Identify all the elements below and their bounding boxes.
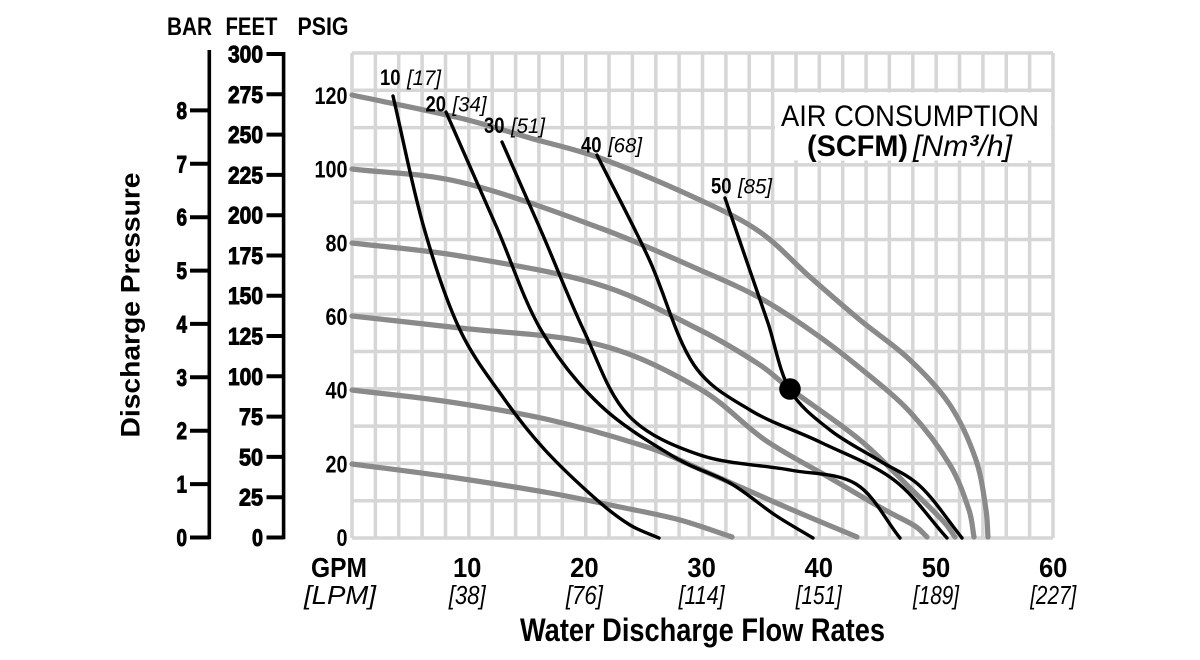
- svg-text:300: 300: [228, 42, 263, 69]
- svg-text:[189]: [189]: [912, 580, 959, 610]
- svg-text:[151]: [151]: [795, 580, 842, 610]
- svg-text:[Nm³/h]: [Nm³/h]: [912, 130, 1013, 163]
- svg-text:(SCFM): (SCFM): [807, 130, 908, 163]
- svg-text:GPM: GPM: [311, 552, 367, 583]
- svg-text:100: 100: [315, 157, 348, 184]
- svg-text:[85]: [85]: [737, 176, 773, 199]
- svg-text:[38]: [38]: [448, 580, 487, 610]
- svg-text:100: 100: [228, 364, 263, 391]
- svg-text:40: 40: [805, 552, 834, 583]
- svg-text:6: 6: [177, 205, 188, 232]
- svg-text:[68]: [68]: [607, 135, 643, 158]
- svg-text:150: 150: [228, 283, 263, 310]
- svg-text:[114]: [114]: [678, 580, 725, 610]
- svg-text:20: 20: [426, 92, 447, 117]
- svg-text:30: 30: [687, 552, 716, 583]
- svg-text:40: 40: [581, 133, 602, 158]
- svg-text:FEET: FEET: [226, 13, 278, 41]
- svg-text:30: 30: [484, 113, 505, 138]
- svg-text:10: 10: [453, 552, 482, 583]
- svg-text:75: 75: [239, 404, 263, 431]
- svg-text:20: 20: [326, 451, 348, 478]
- svg-text:8: 8: [177, 98, 188, 125]
- svg-text:275: 275: [228, 82, 263, 109]
- svg-text:50: 50: [922, 552, 951, 583]
- svg-text:25: 25: [239, 485, 263, 512]
- svg-text:[76]: [76]: [565, 580, 604, 610]
- svg-text:PSIG: PSIG: [298, 13, 349, 41]
- svg-text:[51]: [51]: [510, 115, 546, 138]
- svg-text:AIR CONSUMPTION: AIR CONSUMPTION: [781, 100, 1039, 133]
- svg-text:[17]: [17]: [406, 67, 442, 90]
- svg-text:BAR: BAR: [167, 13, 212, 41]
- svg-text:60: 60: [1039, 552, 1068, 583]
- svg-text:120: 120: [315, 83, 348, 110]
- svg-text:225: 225: [228, 162, 263, 189]
- svg-text:Discharge Pressure: Discharge Pressure: [116, 173, 146, 438]
- svg-text:10: 10: [380, 65, 401, 90]
- svg-text:20: 20: [570, 552, 599, 583]
- svg-text:250: 250: [228, 122, 263, 149]
- svg-text:0: 0: [177, 525, 188, 552]
- svg-text:2: 2: [177, 418, 188, 445]
- svg-text:50: 50: [711, 174, 732, 199]
- svg-text:0: 0: [337, 525, 348, 552]
- svg-text:175: 175: [228, 243, 263, 270]
- svg-text:200: 200: [228, 203, 263, 230]
- svg-text:80: 80: [326, 230, 348, 257]
- svg-text:125: 125: [228, 324, 263, 351]
- svg-text:1: 1: [177, 472, 188, 499]
- svg-text:7: 7: [177, 151, 188, 178]
- svg-text:5: 5: [177, 258, 188, 285]
- svg-text:4: 4: [177, 311, 188, 338]
- svg-text:[227]: [227]: [1029, 580, 1076, 610]
- svg-text:60: 60: [326, 304, 348, 331]
- svg-text:[LPM]: [LPM]: [303, 580, 377, 610]
- svg-text:[34]: [34]: [452, 94, 488, 117]
- svg-text:40: 40: [326, 378, 348, 405]
- svg-text:Water Discharge Flow Rates: Water Discharge Flow Rates: [520, 612, 885, 648]
- svg-text:50: 50: [239, 444, 263, 471]
- svg-text:0: 0: [252, 525, 263, 552]
- svg-text:3: 3: [177, 365, 188, 392]
